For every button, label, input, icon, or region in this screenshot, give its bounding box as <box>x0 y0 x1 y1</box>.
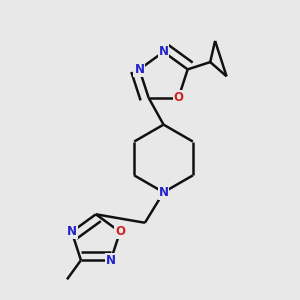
Text: N: N <box>134 63 144 76</box>
Text: N: N <box>106 254 116 267</box>
Text: N: N <box>158 45 169 58</box>
Text: O: O <box>115 225 125 238</box>
Text: N: N <box>158 186 169 199</box>
Text: N: N <box>67 225 77 238</box>
Text: O: O <box>173 91 184 104</box>
